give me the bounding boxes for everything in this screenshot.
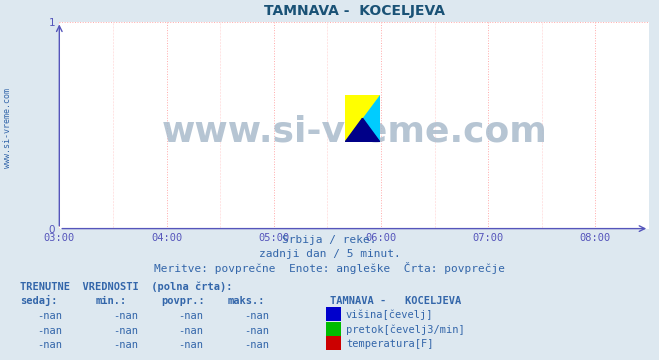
- Text: TAMNAVA -   KOCELJEVA: TAMNAVA - KOCELJEVA: [330, 296, 461, 306]
- Text: -nan: -nan: [113, 326, 138, 336]
- Text: -nan: -nan: [113, 340, 138, 350]
- Text: maks.:: maks.:: [227, 296, 265, 306]
- Text: -nan: -nan: [37, 311, 62, 321]
- Text: -nan: -nan: [37, 326, 62, 336]
- Text: sedaj:: sedaj:: [20, 295, 57, 306]
- Text: -nan: -nan: [244, 311, 270, 321]
- Text: višina[čevelj]: višina[čevelj]: [346, 310, 434, 320]
- Text: -nan: -nan: [179, 340, 204, 350]
- Text: zadnji dan / 5 minut.: zadnji dan / 5 minut.: [258, 249, 401, 260]
- Title: TAMNAVA -  KOCELJEVA: TAMNAVA - KOCELJEVA: [264, 4, 445, 18]
- Text: -nan: -nan: [244, 326, 270, 336]
- Polygon shape: [345, 95, 380, 142]
- Text: www.si-vreme.com: www.si-vreme.com: [3, 88, 13, 168]
- Text: -nan: -nan: [37, 340, 62, 350]
- Text: -nan: -nan: [179, 326, 204, 336]
- Text: Meritve: povprečne  Enote: angleške  Črta: povprečje: Meritve: povprečne Enote: angleške Črta:…: [154, 262, 505, 274]
- Text: Srbija / reke.: Srbija / reke.: [282, 235, 377, 245]
- Text: www.si-vreme.com: www.si-vreme.com: [161, 114, 547, 148]
- Text: TRENUTNE  VREDNOSTI  (polna črta):: TRENUTNE VREDNOSTI (polna črta):: [20, 281, 232, 292]
- Text: -nan: -nan: [244, 340, 270, 350]
- Text: pretok[čevelj3/min]: pretok[čevelj3/min]: [346, 324, 465, 335]
- Text: min.:: min.:: [96, 296, 127, 306]
- Text: temperatura[F]: temperatura[F]: [346, 339, 434, 349]
- Polygon shape: [345, 95, 380, 142]
- Polygon shape: [345, 118, 362, 142]
- Text: -nan: -nan: [113, 311, 138, 321]
- Text: -nan: -nan: [179, 311, 204, 321]
- Text: povpr.:: povpr.:: [161, 296, 205, 306]
- Polygon shape: [362, 118, 380, 142]
